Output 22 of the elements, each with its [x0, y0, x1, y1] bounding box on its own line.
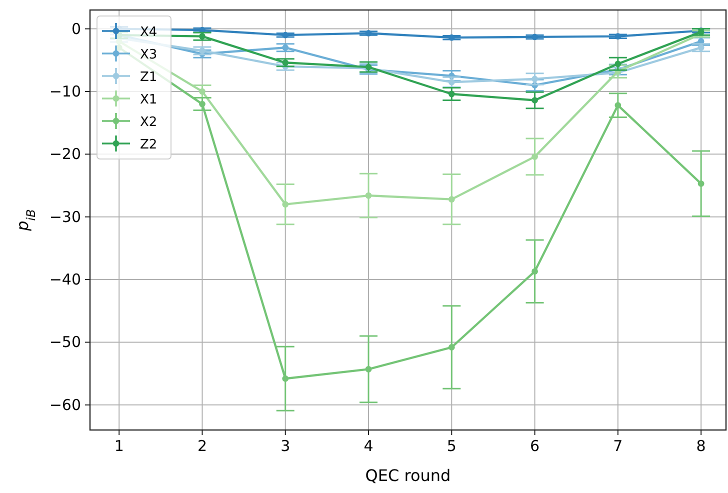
- legend-label: X2: [140, 115, 158, 130]
- x-tick-label: 7: [613, 437, 623, 455]
- y-tick-label: −30: [49, 208, 81, 226]
- legend-label: X3: [140, 48, 158, 62]
- legend-label: Z1: [140, 70, 158, 85]
- y-tick-label: −50: [49, 333, 81, 352]
- x-tick-label: 4: [364, 437, 374, 455]
- y-tick-label: 0: [71, 20, 81, 38]
- legend-label: Z2: [140, 138, 158, 152]
- y-tick-label: −10: [49, 82, 81, 100]
- x-tick-label: 1: [114, 437, 124, 455]
- x-tick-label: 5: [446, 437, 456, 455]
- x-tick-label: 2: [197, 437, 208, 455]
- x-tick-label: 3: [280, 437, 290, 455]
- legend-label: X4: [140, 25, 158, 40]
- y-tick-label: −20: [49, 145, 81, 164]
- y-tick-label: −60: [49, 396, 81, 414]
- y-tick-label: −40: [49, 270, 81, 289]
- x-tick-label: 6: [530, 437, 540, 455]
- legend-label: X1: [140, 92, 158, 108]
- x-axis-title: QEC round: [365, 466, 451, 485]
- x-tick-label: 8: [696, 437, 706, 455]
